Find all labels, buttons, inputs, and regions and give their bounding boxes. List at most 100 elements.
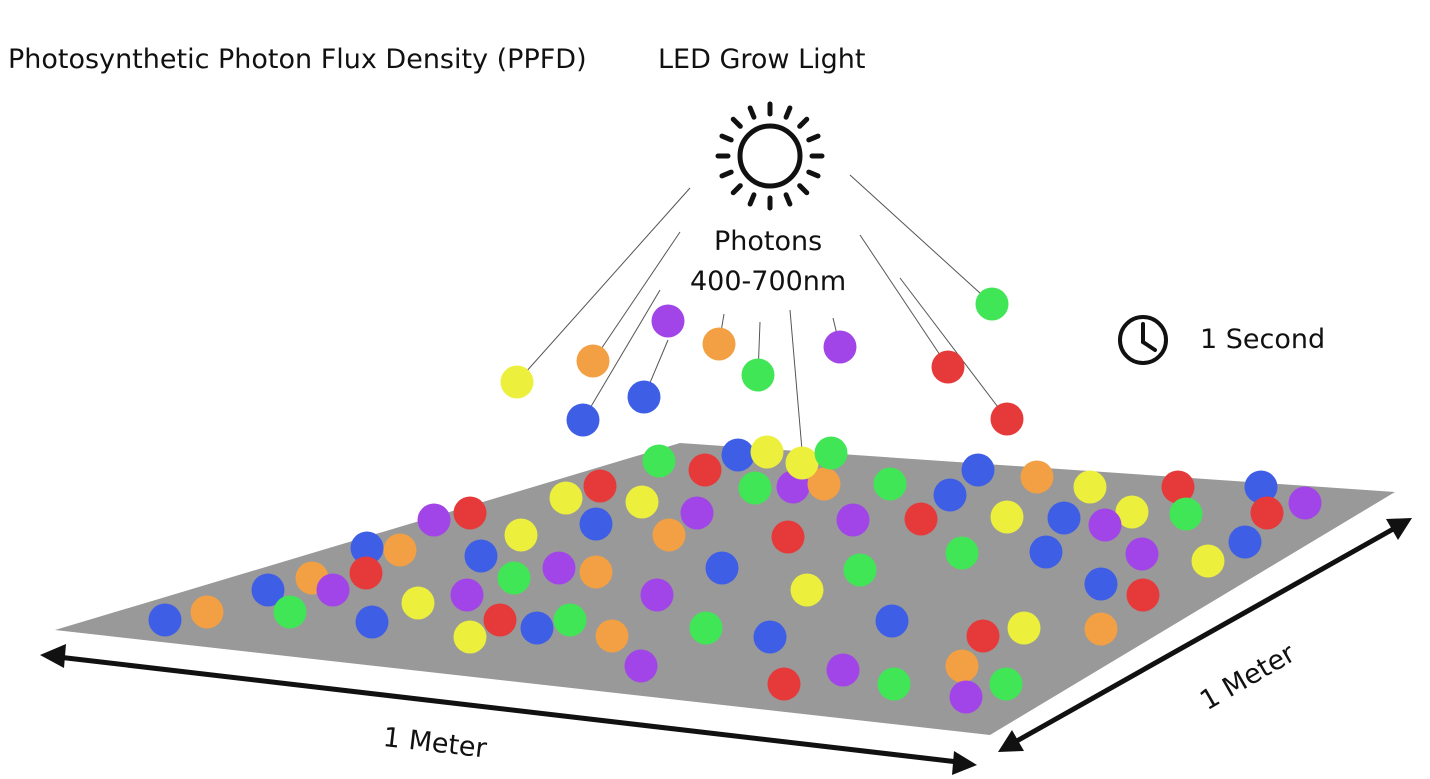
- photon-blue: [1047, 501, 1081, 535]
- photon-orange: [579, 555, 613, 589]
- photon-trajectory: [592, 231, 681, 362]
- photon-blue: [753, 620, 787, 654]
- photon-orange: [1020, 460, 1054, 494]
- photon-blue: [961, 453, 995, 487]
- photon-red: [453, 496, 487, 530]
- photon-blue: [1244, 470, 1278, 504]
- photon-yellow: [750, 435, 784, 469]
- photon-red: [349, 556, 383, 590]
- photon-orange: [945, 649, 979, 683]
- photon-yellow: [785, 446, 819, 480]
- photon-orange: [807, 467, 841, 501]
- light-source-label: LED Grow Light: [658, 44, 866, 75]
- photon-purple: [417, 503, 451, 537]
- photon-yellow: [790, 573, 824, 607]
- photon-blue: [933, 478, 967, 512]
- photon-purple: [826, 653, 860, 687]
- photon-green: [553, 603, 587, 637]
- photon-yellow: [990, 500, 1024, 534]
- photon-red: [483, 603, 517, 637]
- photon-green: [989, 667, 1023, 701]
- photon-blue: [520, 611, 554, 645]
- photons-text: Photons: [714, 226, 823, 257]
- photon-trajectory: [849, 174, 993, 305]
- photon-green: [273, 595, 307, 629]
- photon-blue: [148, 603, 182, 637]
- photon-red: [990, 402, 1024, 436]
- photon-blue: [1029, 535, 1063, 569]
- photon-trajectory: [516, 187, 691, 383]
- photon-green: [1169, 497, 1203, 531]
- photon-blue: [1084, 567, 1118, 601]
- photon-green: [497, 561, 531, 595]
- photon-blue: [705, 551, 739, 585]
- photon-orange: [1084, 612, 1118, 646]
- photon-green: [814, 436, 848, 470]
- diagram-title: Photosynthetic Photon Flux Density (PPFD…: [8, 44, 587, 75]
- photon-yellow: [549, 481, 583, 515]
- photon-yellow: [453, 620, 487, 654]
- photon-red: [767, 667, 801, 701]
- photon-green: [873, 467, 907, 501]
- photon-red: [583, 469, 617, 503]
- photons: [148, 287, 1322, 714]
- photons-label: Photons 400-700nm: [690, 222, 846, 302]
- time-label: 1 Second: [1200, 324, 1326, 355]
- photon-purple: [949, 680, 983, 714]
- photon-purple: [836, 503, 870, 537]
- photon-yellow: [1191, 544, 1225, 578]
- photon-orange: [190, 595, 224, 629]
- photon-blue: [579, 507, 613, 541]
- photon-blue: [1228, 525, 1262, 559]
- photon-red: [966, 619, 1000, 653]
- photon-yellow: [1007, 611, 1041, 645]
- photon-purple: [1125, 537, 1159, 571]
- photon-blue: [875, 604, 909, 638]
- photon-purple: [651, 304, 685, 338]
- photon-green: [843, 553, 877, 587]
- photon-green: [975, 287, 1009, 321]
- photon-red: [688, 453, 722, 487]
- photon-green: [689, 611, 723, 645]
- wavelength-range: 400-700nm: [690, 266, 847, 297]
- photon-purple: [680, 496, 714, 530]
- depth-arrow: [998, 518, 1412, 752]
- photon-orange: [652, 518, 686, 552]
- photon-blue: [566, 403, 600, 437]
- photon-yellow: [1073, 470, 1107, 504]
- photon-green: [945, 536, 979, 570]
- clock-icon: [1118, 315, 1168, 365]
- photon-purple: [624, 649, 658, 683]
- photon-trajectory: [859, 234, 949, 368]
- photon-blue: [355, 605, 389, 639]
- photon-purple: [823, 330, 857, 364]
- photon-red: [1250, 496, 1284, 530]
- photon-orange: [576, 344, 610, 378]
- photon-purple: [542, 551, 576, 585]
- photon-blue: [464, 539, 498, 573]
- photon-orange: [383, 533, 417, 567]
- photon-trajectory: [789, 309, 803, 451]
- photon-purple: [450, 578, 484, 612]
- photon-blue: [350, 531, 384, 565]
- photon-red: [1126, 578, 1160, 612]
- photon-trajectory: [899, 277, 1008, 420]
- photon-purple: [316, 573, 350, 607]
- photon-red: [904, 502, 938, 536]
- sun-icon: [715, 101, 825, 211]
- photon-purple: [1088, 508, 1122, 542]
- photon-yellow: [625, 485, 659, 519]
- photon-purple: [640, 578, 674, 612]
- photon-green: [741, 358, 775, 392]
- photon-red: [771, 520, 805, 554]
- photon-yellow: [500, 365, 534, 399]
- photon-red: [1161, 470, 1195, 504]
- photon-blue: [627, 380, 661, 414]
- photon-red: [931, 350, 965, 384]
- photon-blue: [251, 573, 285, 607]
- photon-trajectory: [582, 289, 661, 421]
- photon-orange: [702, 327, 736, 361]
- photon-green: [738, 471, 772, 505]
- width-arrow: [40, 644, 977, 775]
